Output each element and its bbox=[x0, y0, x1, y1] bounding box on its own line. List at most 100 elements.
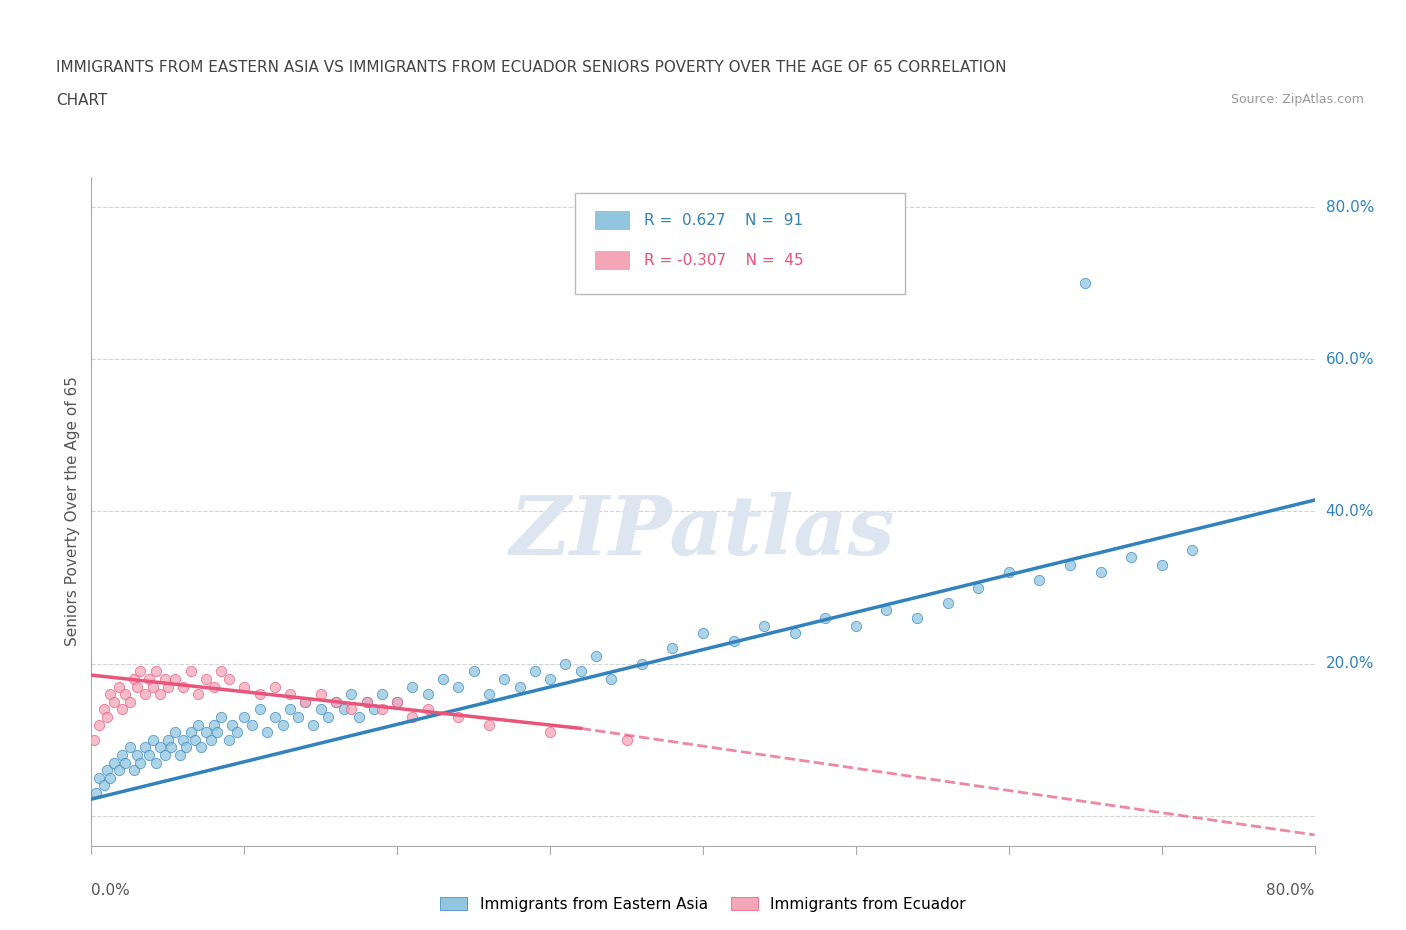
Point bbox=[205, 724, 228, 739]
Point bbox=[129, 755, 152, 770]
Point bbox=[153, 671, 176, 686]
Point bbox=[814, 611, 837, 626]
Point bbox=[233, 679, 256, 694]
Point bbox=[172, 732, 194, 747]
Point bbox=[233, 710, 256, 724]
Point bbox=[108, 679, 131, 694]
Point bbox=[165, 724, 187, 739]
Point bbox=[661, 641, 683, 656]
Point bbox=[416, 702, 439, 717]
Point bbox=[190, 740, 212, 755]
Point bbox=[141, 732, 163, 747]
Point bbox=[1181, 542, 1204, 557]
Point bbox=[209, 664, 232, 679]
Text: Source: ZipAtlas.com: Source: ZipAtlas.com bbox=[1230, 93, 1364, 106]
Point bbox=[538, 724, 561, 739]
Point bbox=[523, 664, 546, 679]
Point bbox=[783, 626, 806, 641]
Point bbox=[554, 657, 576, 671]
Point bbox=[754, 618, 776, 633]
Text: 40.0%: 40.0% bbox=[1326, 504, 1374, 519]
Point bbox=[103, 755, 125, 770]
Point bbox=[169, 748, 191, 763]
Point bbox=[278, 702, 301, 717]
Bar bbox=[595, 211, 630, 230]
Point bbox=[356, 695, 378, 710]
Text: 60.0%: 60.0% bbox=[1326, 352, 1374, 366]
Point bbox=[325, 695, 347, 710]
Point bbox=[325, 695, 347, 710]
Point bbox=[83, 732, 105, 747]
Point bbox=[967, 580, 990, 595]
Point bbox=[129, 664, 152, 679]
Point bbox=[278, 686, 301, 701]
Point bbox=[98, 770, 121, 785]
Point bbox=[309, 702, 332, 717]
Point bbox=[218, 732, 240, 747]
Point bbox=[114, 686, 136, 701]
Point bbox=[138, 748, 160, 763]
Point bbox=[153, 748, 176, 763]
Point bbox=[160, 740, 183, 755]
Point bbox=[145, 664, 167, 679]
Point bbox=[180, 724, 202, 739]
Point bbox=[1028, 573, 1050, 588]
Point bbox=[111, 748, 134, 763]
Point bbox=[195, 724, 218, 739]
Point bbox=[294, 695, 316, 710]
Point bbox=[318, 710, 340, 724]
Point bbox=[845, 618, 868, 633]
Point bbox=[200, 732, 222, 747]
Text: R =  0.627    N =  91: R = 0.627 N = 91 bbox=[644, 213, 803, 228]
Point bbox=[156, 679, 179, 694]
Point bbox=[202, 717, 225, 732]
Point bbox=[356, 695, 378, 710]
Point bbox=[111, 702, 134, 717]
Point bbox=[371, 702, 394, 717]
Point bbox=[114, 755, 136, 770]
Y-axis label: Seniors Poverty Over the Age of 65: Seniors Poverty Over the Age of 65 bbox=[65, 377, 80, 646]
Point bbox=[87, 717, 110, 732]
Point bbox=[875, 603, 898, 618]
Point bbox=[138, 671, 160, 686]
Point bbox=[723, 633, 745, 648]
Point bbox=[98, 686, 121, 701]
Point bbox=[156, 732, 179, 747]
Point bbox=[127, 679, 149, 694]
Text: IMMIGRANTS FROM EASTERN ASIA VS IMMIGRANTS FROM ECUADOR SENIORS POVERTY OVER THE: IMMIGRANTS FROM EASTERN ASIA VS IMMIGRAN… bbox=[56, 60, 1007, 75]
Point bbox=[96, 763, 118, 777]
Point bbox=[463, 664, 485, 679]
Point bbox=[122, 763, 145, 777]
Point bbox=[209, 710, 232, 724]
Text: 80.0%: 80.0% bbox=[1326, 200, 1374, 215]
Point bbox=[585, 648, 607, 663]
Point bbox=[416, 686, 439, 701]
Text: CHART: CHART bbox=[56, 93, 108, 108]
Point bbox=[509, 679, 531, 694]
Point bbox=[218, 671, 240, 686]
Point bbox=[93, 702, 115, 717]
Point bbox=[494, 671, 516, 686]
Point bbox=[347, 710, 370, 724]
Point bbox=[240, 717, 263, 732]
Point bbox=[249, 702, 271, 717]
Point bbox=[84, 786, 107, 801]
Text: R = -0.307    N =  45: R = -0.307 N = 45 bbox=[644, 253, 804, 268]
Point bbox=[202, 679, 225, 694]
Point bbox=[600, 671, 623, 686]
Point bbox=[309, 686, 332, 701]
Point bbox=[1059, 557, 1081, 572]
Point bbox=[1090, 565, 1112, 579]
FancyBboxPatch shape bbox=[575, 193, 905, 294]
Point bbox=[302, 717, 325, 732]
Point bbox=[385, 695, 409, 710]
Point bbox=[172, 679, 194, 694]
Point bbox=[264, 679, 287, 694]
Text: 80.0%: 80.0% bbox=[1267, 884, 1315, 898]
Point bbox=[271, 717, 294, 732]
Point bbox=[287, 710, 309, 724]
Point bbox=[616, 732, 638, 747]
Bar bbox=[595, 251, 630, 270]
Point bbox=[108, 763, 131, 777]
Point bbox=[1150, 557, 1173, 572]
